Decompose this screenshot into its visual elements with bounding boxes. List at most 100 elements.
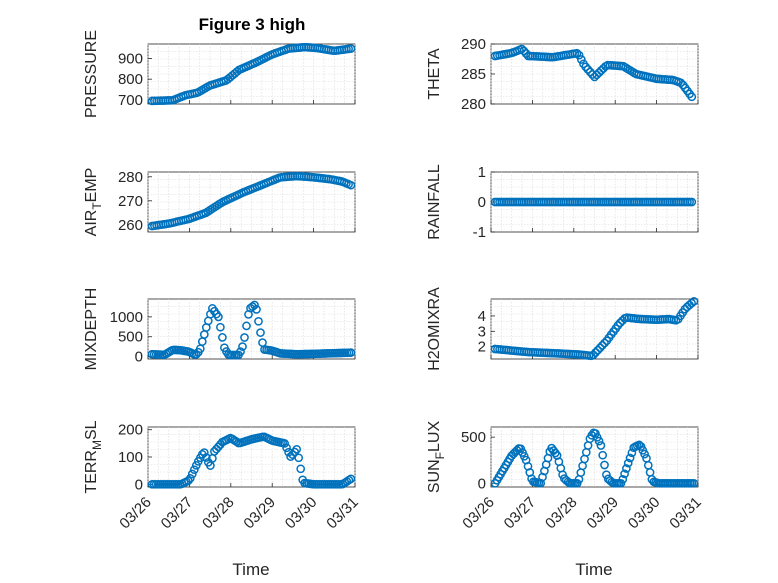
- y-axis-label: RAINFALL: [426, 164, 443, 240]
- data-point: [594, 68, 604, 78]
- x-tick-label: 03/26: [459, 494, 498, 533]
- figure-title: Figure 3 high: [199, 15, 306, 34]
- x-tick-label: 03/28: [542, 494, 581, 533]
- data-point: [214, 312, 223, 322]
- x-tick-label: 03/30: [625, 494, 664, 533]
- data-point: [236, 347, 245, 356]
- y-tick-label: -1: [473, 224, 486, 241]
- subplot-terr-msl: 0 100 200 03/26 03/27 03/28 03/29 03/30 03/31 TER…: [83, 420, 362, 532]
- y-axis-label: THETA: [426, 48, 443, 100]
- y-tick-label: 500: [461, 429, 486, 446]
- y-axis-label: SUNFLUX: [426, 421, 447, 494]
- y-tick-label: 0: [478, 194, 486, 211]
- y-tick-label: 3: [478, 323, 486, 340]
- data-point: [346, 180, 356, 190]
- data-point: [572, 48, 582, 58]
- data-point: [254, 316, 263, 326]
- data-point: [600, 338, 609, 348]
- data-point: [250, 300, 259, 310]
- y-tick-label: 1000: [110, 309, 143, 326]
- y-tick-label: 500: [118, 329, 143, 346]
- data-point: [346, 348, 356, 357]
- data-point: [600, 460, 609, 470]
- data-point: [240, 333, 249, 342]
- subplot-sun-flux: 0 500 03/26 03/27 03/28 03/29 03/30 03/31 SUNFLU…: [426, 421, 705, 533]
- data-point: [689, 296, 699, 306]
- y-tick-label: 280: [461, 96, 486, 113]
- y-axis-label: TERRMSL: [83, 420, 104, 493]
- data-point: [519, 46, 529, 56]
- y-tick-label: 260: [118, 217, 143, 234]
- y-tick-label: 0: [135, 476, 143, 493]
- data-point: [640, 449, 649, 459]
- data-point: [595, 343, 605, 353]
- y-tick-label: 800: [118, 71, 143, 88]
- x-tick-label: 03/27: [158, 494, 197, 533]
- data-point: [282, 443, 291, 453]
- x-tick-label: 03/27: [501, 494, 540, 533]
- subplot-pressure: 700 800 900 PRESSURE: [83, 30, 356, 118]
- y-tick-label: 2: [478, 339, 486, 356]
- data-point: [687, 92, 697, 102]
- y-tick-label: 700: [118, 92, 143, 109]
- data-point: [620, 469, 629, 479]
- x-axis-label-right: Time: [575, 560, 612, 579]
- data-point: [623, 458, 633, 468]
- x-tick-label: 03/29: [240, 494, 279, 533]
- y-axis-label: AIRTEMP: [83, 168, 104, 237]
- data-point: [592, 70, 602, 80]
- subplot-h2omixra: 234 H2OMIXRA: [426, 287, 699, 371]
- y-tick-label: 200: [118, 422, 143, 439]
- data-point: [594, 436, 604, 446]
- y-tick-label: 285: [461, 66, 486, 83]
- data-point: [185, 473, 195, 483]
- x-tick-label: 03/29: [583, 494, 622, 533]
- data-point: [581, 62, 591, 72]
- data-point: [687, 197, 697, 207]
- data-point: [598, 450, 608, 460]
- data-point: [199, 448, 209, 457]
- y-tick-label: 900: [118, 50, 143, 67]
- y-axis-label: PRESSURE: [83, 30, 100, 118]
- subplot-air-temp: 260 270 280 AIRTEMP: [83, 168, 356, 237]
- subplot-rainfall: -1 0 1 RAINFALL: [426, 164, 699, 241]
- data-point: [280, 439, 289, 448]
- y-tick-label: 280: [118, 169, 143, 186]
- data-point: [591, 348, 600, 357]
- x-tick-label: 03/31: [323, 494, 362, 533]
- data-point: [618, 474, 628, 484]
- data-point: [597, 341, 607, 350]
- y-tick-label: 100: [118, 449, 143, 466]
- data-point: [596, 441, 606, 450]
- data-point: [256, 328, 265, 337]
- data-point: [574, 50, 584, 60]
- data-point: [689, 478, 699, 488]
- data-point: [296, 464, 306, 474]
- data-point: [187, 469, 197, 479]
- data-point: [627, 448, 637, 458]
- data-point: [216, 322, 225, 332]
- data-point: [242, 321, 251, 331]
- data-point: [687, 298, 696, 308]
- x-tick-label: 03/28: [199, 494, 238, 533]
- x-tick-label: 03/30: [282, 494, 321, 533]
- data-point: [589, 350, 598, 360]
- y-tick-label: 0: [135, 349, 143, 366]
- y-tick-label: 4: [478, 308, 486, 325]
- x-tick-label: 03/26: [116, 494, 155, 533]
- data-point: [183, 476, 193, 486]
- x-axis-label-left: Time: [232, 560, 269, 579]
- y-tick-label: 0: [478, 475, 486, 492]
- data-point: [676, 78, 686, 88]
- data-point: [218, 333, 227, 342]
- data-point: [517, 44, 527, 54]
- y-axis-label: H2OMIXRA: [426, 287, 443, 371]
- data-point: [294, 453, 304, 463]
- data-point: [346, 474, 356, 484]
- data-point: [189, 465, 199, 475]
- data-point: [201, 453, 211, 462]
- x-tick-label: 03/31: [666, 494, 705, 533]
- y-axis-label: MIXDEPTH: [83, 288, 100, 371]
- data-point: [615, 318, 625, 328]
